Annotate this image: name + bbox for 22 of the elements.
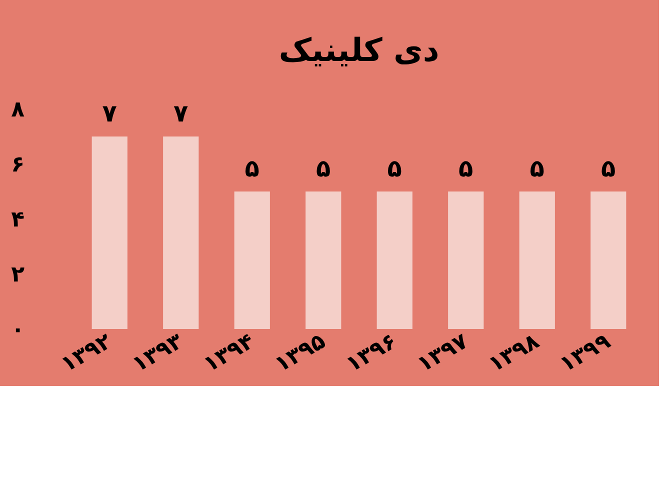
x-tick-label: ۱۳۹۲ (57, 328, 117, 378)
x-tick-label: ۱۳۹۴ (200, 329, 259, 378)
x-tick-label: ۱۳۹۸ (484, 328, 544, 378)
data-label: ۵ (387, 154, 402, 182)
data-label: ۷ (102, 100, 118, 128)
chart-title: دی کلینیک (278, 31, 440, 69)
data-label: ۷ (174, 100, 189, 128)
y-tick-label: ۰ (11, 318, 24, 342)
x-tick-label: ۱۳۹۶ (342, 329, 402, 378)
x-tick-label: ۱۳۹۳ (128, 328, 188, 378)
data-label: ۵ (244, 154, 260, 182)
y-tick-label: ۴ (11, 208, 24, 232)
y-tick-label: ۶ (11, 152, 24, 178)
x-tick-label: ۱۳۹۵ (270, 329, 330, 378)
x-tick-label: ۱۳۹۹ (556, 329, 615, 378)
data-label: ۵ (530, 154, 544, 182)
data-label: ۵ (601, 154, 616, 182)
y-tick-label: ۲ (11, 262, 26, 288)
data-label: ۵ (458, 154, 474, 182)
data-label: ۵ (316, 154, 331, 182)
x-tick-label: ۱۳۹۷ (413, 328, 473, 378)
y-tick-label: ۸ (11, 98, 26, 122)
